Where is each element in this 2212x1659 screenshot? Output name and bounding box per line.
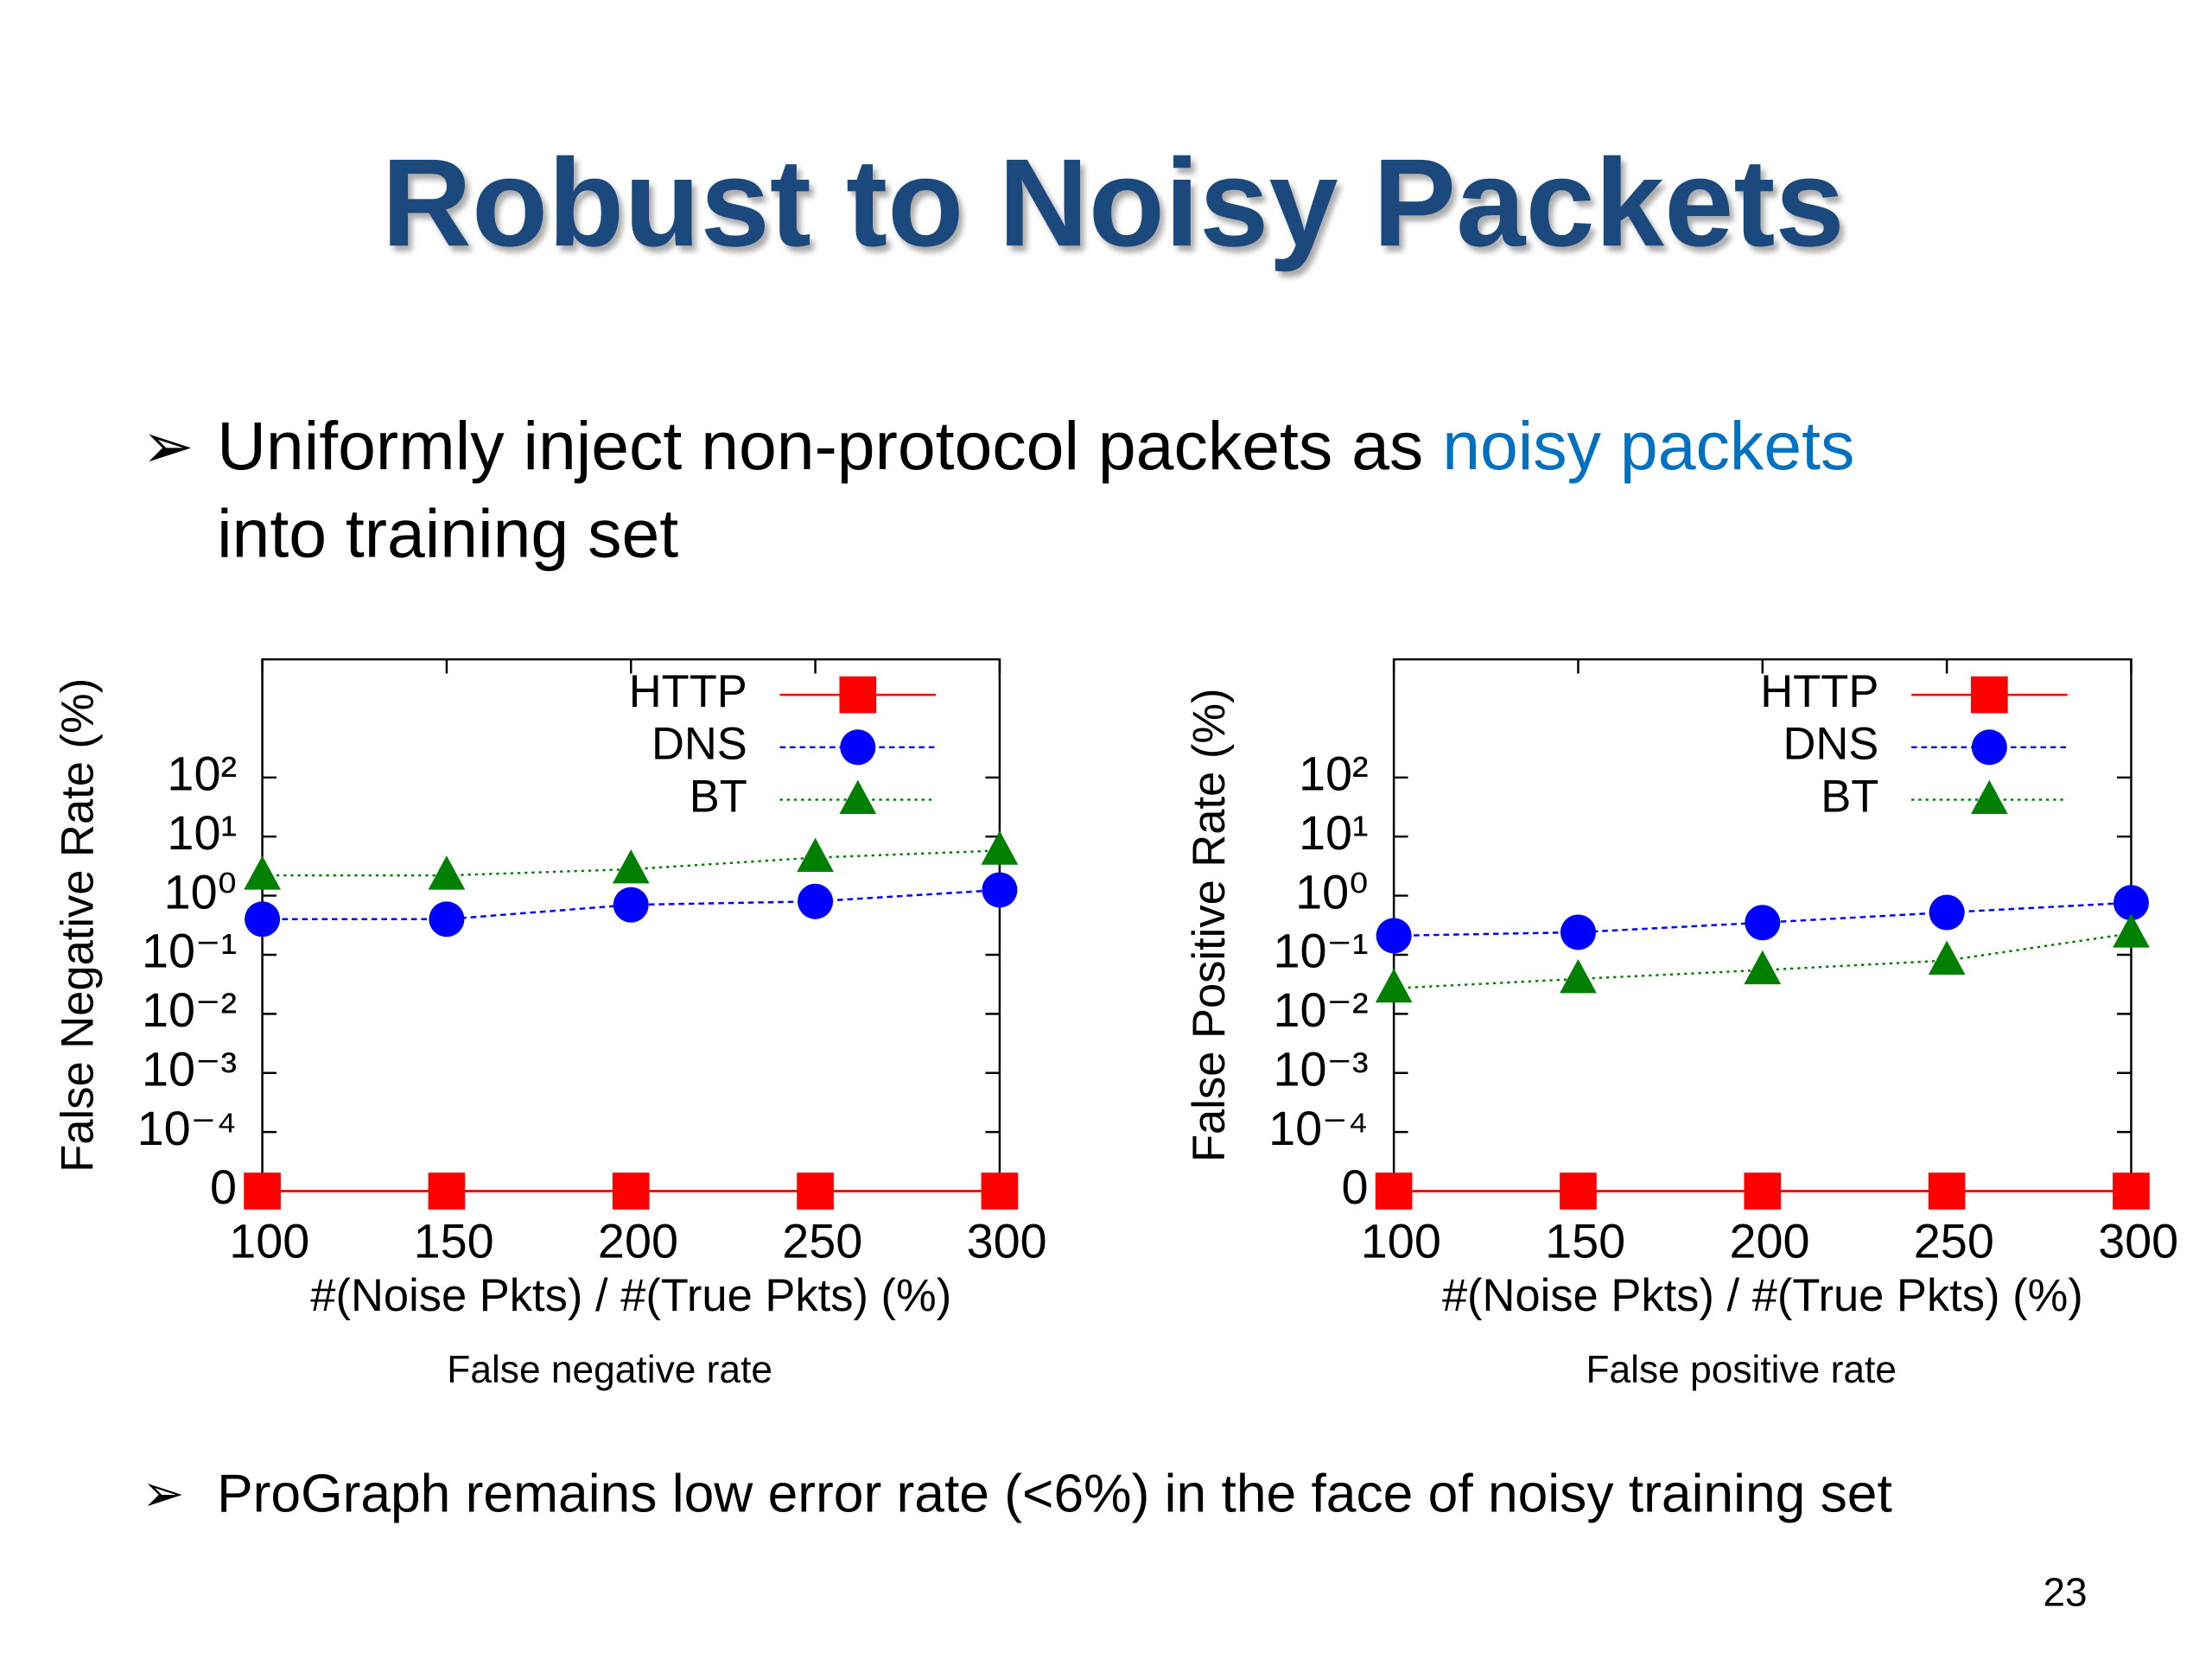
y-tick-label: 10⁻³ [142, 1041, 237, 1096]
marker-circle [245, 901, 281, 938]
marker-circle [613, 887, 649, 923]
marker-circle [429, 901, 465, 938]
bullet-continuation: into training set [217, 495, 678, 571]
marker-triangle [2113, 913, 2150, 948]
x-tick-label: 300 [967, 1214, 1047, 1268]
marker-triangle [981, 830, 1019, 865]
marker-square [1928, 1173, 1966, 1210]
marker-triangle [244, 855, 281, 890]
bullet-highlight: noisy packets [1442, 408, 1854, 484]
y-tick-label: 10⁻² [1274, 982, 1369, 1037]
legend-label: BT [690, 771, 747, 822]
marker-circle [798, 883, 834, 919]
marker-square [428, 1173, 466, 1210]
legend-label: DNS [652, 719, 747, 770]
y-tick-label: 10² [167, 747, 237, 801]
marker-circle [2113, 885, 2149, 921]
marker-square [797, 1173, 834, 1210]
y-tick-label: 0 [210, 1160, 237, 1214]
page-number: 23 [2043, 1569, 2087, 1614]
x-axis-label: #(Noise Pkts) / #(True Pkts) (%) [310, 1270, 951, 1321]
slide-title: Robust to Noisy Packets [382, 132, 1845, 272]
marker-circle [1376, 918, 1412, 954]
legend-marker [1971, 676, 2008, 714]
chart-caption: False negative rate [447, 1349, 772, 1391]
y-tick-label: 10⁰ [164, 864, 237, 918]
marker-triangle [1744, 950, 1782, 985]
chart-caption: False positive rate [1586, 1349, 1896, 1391]
marker-square [2113, 1173, 2150, 1210]
marker-square [1375, 1173, 1413, 1210]
y-tick-label: 10² [1299, 747, 1369, 801]
legend-marker [839, 676, 877, 714]
y-tick-label: 10⁻² [142, 982, 237, 1037]
x-tick-label: 200 [598, 1214, 678, 1268]
y-tick-label: 10¹ [1299, 805, 1369, 860]
x-tick-label: 200 [1729, 1214, 1809, 1268]
marker-square [1560, 1173, 1597, 1210]
y-axis-label: False Negative Rate (%) [52, 678, 103, 1173]
marker-circle [1745, 905, 1781, 941]
x-tick-label: 250 [1914, 1214, 1994, 1268]
x-tick-label: 150 [414, 1214, 494, 1268]
plot-frame [261, 658, 1001, 1192]
marker-triangle [797, 837, 834, 872]
y-tick-label: 0 [1342, 1160, 1369, 1214]
marker-circle [1929, 894, 1965, 931]
legend-marker [839, 779, 877, 814]
y-tick-label: 10⁰ [1295, 864, 1368, 918]
y-tick-label: 10⁻¹ [142, 924, 237, 978]
legend-label: BT [1821, 771, 1878, 822]
marker-triangle [1375, 968, 1413, 1003]
marker-triangle [1560, 958, 1597, 994]
x-tick-label: 300 [2098, 1214, 2178, 1268]
legend-label: HTTP [629, 666, 747, 717]
x-axis-label: #(Noise Pkts) / #(True Pkts) (%) [1442, 1270, 2083, 1321]
y-tick-label: 10⁻³ [1274, 1041, 1369, 1096]
marker-triangle [1928, 940, 1966, 975]
marker-square [981, 1173, 1019, 1210]
x-tick-label: 100 [1361, 1214, 1441, 1268]
marker-circle [982, 872, 1018, 908]
y-tick-label: 10⁻⁴ [1268, 1101, 1368, 1155]
marker-circle [1560, 914, 1596, 950]
marker-square [1744, 1173, 1782, 1210]
legend-marker [1971, 779, 2008, 814]
legend-marker [1971, 729, 2007, 766]
y-axis-label: False Positive Rate (%) [1184, 689, 1235, 1163]
x-tick-label: 100 [229, 1214, 309, 1268]
y-tick-label: 10⁻⁴ [137, 1101, 237, 1155]
y-tick-label: 10⁻¹ [1274, 924, 1369, 978]
marker-triangle [612, 849, 650, 884]
legend-label: DNS [1783, 719, 1878, 770]
marker-square [244, 1173, 281, 1210]
marker-square [612, 1173, 650, 1210]
legend-marker [840, 729, 876, 766]
y-tick-label: 10¹ [167, 805, 237, 860]
bullet-text: Uniformly inject non-protocol packets as… [217, 408, 1854, 484]
bullet-text: ProGraph remains low error rate (<6%) in… [217, 1464, 1892, 1523]
marker-triangle [428, 855, 466, 890]
legend-label: HTTP [1760, 666, 1878, 717]
bullet-arrow: ➢ [142, 412, 194, 481]
bullet-arrow: ➢ [142, 1465, 185, 1522]
bullet-text-part: Uniformly inject non-protocol packets as [217, 408, 1423, 484]
x-tick-label: 150 [1545, 1214, 1625, 1268]
x-tick-label: 250 [782, 1214, 862, 1268]
